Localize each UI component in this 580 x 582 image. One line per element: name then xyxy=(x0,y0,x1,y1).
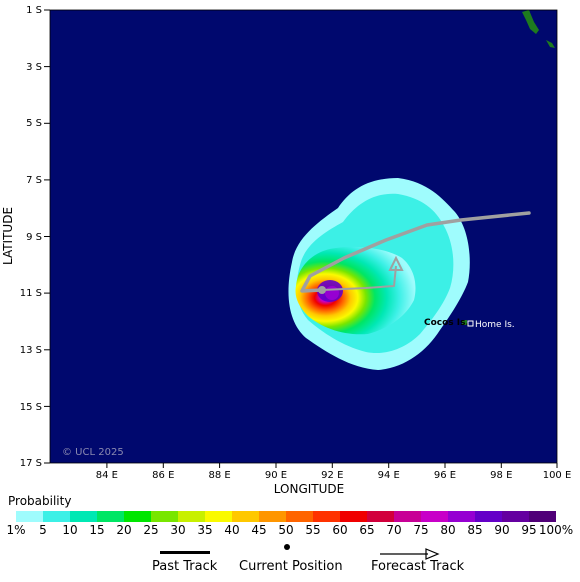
colorbar-label: 35 xyxy=(197,523,213,537)
lat-tick: 5 S xyxy=(26,118,42,129)
probability-peak xyxy=(325,286,339,300)
colorbar-label: 55 xyxy=(305,523,321,537)
colorbar-label: 25 xyxy=(143,523,159,537)
forecast-track-key xyxy=(380,548,440,560)
colorbar-swatch xyxy=(43,511,70,522)
probability-colorbar xyxy=(16,511,556,522)
colorbar-labels: 1% 5 10 15 20 25 30 35 40 45 50 55 60 65 70 75 80 85 90 95 1… xyxy=(0,523,580,537)
colorbar-swatch xyxy=(421,511,448,522)
colorbar-swatch xyxy=(205,511,232,522)
past-track-label: Past Track xyxy=(152,559,218,574)
lat-tick: 15 S xyxy=(20,402,42,413)
home-island-label: Home Is. xyxy=(475,320,515,330)
lat-tick: 11 S xyxy=(20,288,42,299)
colorbar-label: 100% xyxy=(538,523,574,537)
colorbar-swatch xyxy=(340,511,367,522)
lat-tick: 17 S xyxy=(20,458,42,469)
colorbar-label: 1% xyxy=(6,523,26,537)
colorbar-label: 45 xyxy=(251,523,267,537)
colorbar-label: 5 xyxy=(39,523,47,537)
lon-tick: 88 E xyxy=(208,470,230,481)
colorbar-swatch xyxy=(367,511,394,522)
colorbar-swatch xyxy=(313,511,340,522)
forecast-track-line xyxy=(321,265,397,291)
colorbar-swatch xyxy=(178,511,205,522)
longitude-axis: 84 E 86 E 88 E 90 E 92 E 94 E 96 E 98 E … xyxy=(96,463,572,481)
forecast-track-label: Forecast Track xyxy=(371,559,465,574)
lon-tick: 84 E xyxy=(96,470,118,481)
colorbar-swatch xyxy=(151,511,178,522)
copyright-label: © UCL 2025 xyxy=(62,447,124,458)
current-position-key xyxy=(284,544,290,550)
lon-tick: 98 E xyxy=(490,470,512,481)
lat-tick: 3 S xyxy=(26,62,42,73)
colorbar-label: 70 xyxy=(386,523,402,537)
past-track-line xyxy=(300,211,531,293)
past-track-key xyxy=(160,551,210,554)
island-small xyxy=(546,40,555,48)
colorbar-label: 15 xyxy=(89,523,105,537)
lon-tick: 100 E xyxy=(543,470,572,481)
colorbar-swatch xyxy=(475,511,502,522)
latitude-axis: 1 S 3 S 5 S 7 S 9 S 11 S 13 S 15 S 17 S xyxy=(20,5,50,469)
lat-tick: 13 S xyxy=(20,345,42,356)
current-position-marker xyxy=(318,286,326,294)
colorbar-label: 50 xyxy=(278,523,294,537)
colorbar-swatch xyxy=(97,511,124,522)
colorbar-label: 30 xyxy=(170,523,186,537)
forecast-arrowhead xyxy=(388,255,404,271)
lon-tick: 90 E xyxy=(265,470,287,481)
colorbar-swatch xyxy=(259,511,286,522)
lon-tick: 86 E xyxy=(152,470,174,481)
x-axis-title: LONGITUDE xyxy=(274,482,344,496)
colorbar-label: 10 xyxy=(62,523,78,537)
colorbar-swatch xyxy=(286,511,313,522)
colorbar-swatch xyxy=(70,511,97,522)
lat-tick: 9 S xyxy=(26,232,42,243)
colorbar-label: 75 xyxy=(413,523,429,537)
colorbar-swatch xyxy=(232,511,259,522)
legend-title: Probability xyxy=(8,494,72,508)
colorbar-swatch xyxy=(124,511,151,522)
colorbar-label: 60 xyxy=(332,523,348,537)
colorbar-label: 20 xyxy=(116,523,132,537)
colorbar-label: 80 xyxy=(440,523,456,537)
colorbar-label: 90 xyxy=(494,523,510,537)
lon-tick: 94 E xyxy=(378,470,400,481)
home-island-marker xyxy=(467,320,474,327)
colorbar-label: 65 xyxy=(359,523,375,537)
lat-tick: 1 S xyxy=(26,5,42,16)
colorbar-swatch xyxy=(529,511,556,522)
y-axis-title: LATITUDE xyxy=(1,207,15,265)
colorbar-label: 85 xyxy=(467,523,483,537)
lat-tick: 7 S xyxy=(26,175,42,186)
probability-map: Cocos Is. Home Is. © UCL 2025 1 S 3 S 5 … xyxy=(1,5,572,496)
colorbar-swatch xyxy=(16,511,43,522)
colorbar-swatch xyxy=(502,511,529,522)
lon-tick: 96 E xyxy=(434,470,456,481)
colorbar-label: 95 xyxy=(521,523,537,537)
island-landmass xyxy=(522,10,539,34)
cocos-island-label: Cocos Is. xyxy=(424,318,469,328)
colorbar-swatch xyxy=(394,511,421,522)
ocean-background xyxy=(50,10,557,463)
current-position-label: Current Position xyxy=(239,559,343,574)
cocos-island-marker xyxy=(462,320,467,325)
colorbar-label: 40 xyxy=(224,523,240,537)
colorbar-swatch xyxy=(448,511,475,522)
lon-tick: 92 E xyxy=(321,470,343,481)
